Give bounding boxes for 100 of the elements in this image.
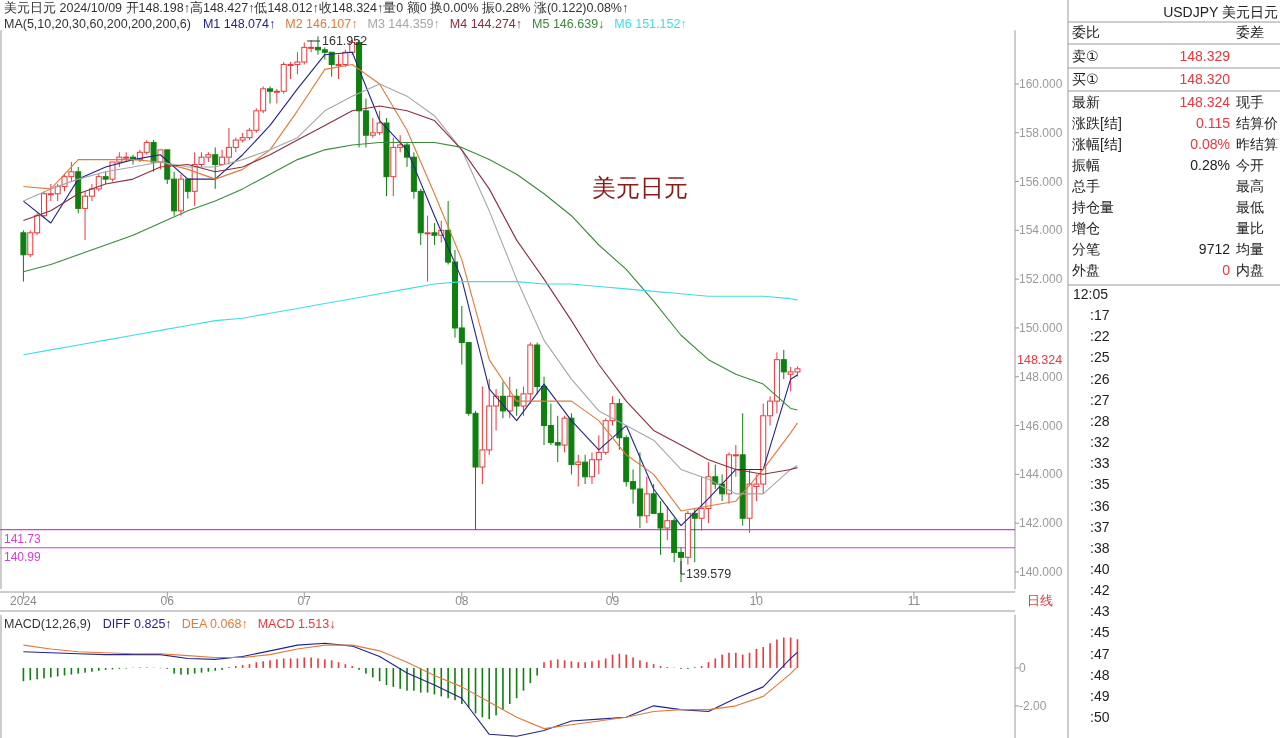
- xtick: 11: [907, 594, 921, 608]
- cell: 卖①: [1072, 48, 1099, 64]
- time: 12:05: [1073, 286, 1109, 302]
- legend-title: MACD(12,26,9): [4, 617, 91, 631]
- ytick: 146.000: [1019, 418, 1063, 433]
- candlestick: [643, 476, 650, 524]
- cell: 涨幅[结]: [1072, 136, 1122, 152]
- candlestick: [431, 222, 438, 246]
- legend: M5 146.639↓: [532, 17, 605, 31]
- time: :32: [1090, 434, 1110, 451]
- cell: 振幅: [1072, 157, 1100, 173]
- cell: 现手: [1236, 94, 1264, 110]
- candlestick: [684, 510, 691, 566]
- ytick: 150.000: [1019, 320, 1063, 335]
- ytick: 142.000: [1019, 516, 1063, 531]
- annotation: 139.579: [680, 560, 732, 581]
- legend: MACD 1.513↓: [257, 617, 336, 631]
- candlestick: [267, 85, 274, 104]
- ref-label: 141.73: [4, 531, 41, 546]
- time: :45: [1090, 624, 1110, 641]
- time: :36: [1090, 497, 1110, 514]
- candlestick: [20, 229, 27, 283]
- time: :40: [1090, 560, 1110, 577]
- time: :49: [1090, 687, 1110, 704]
- candlestick: [568, 412, 575, 475]
- time: :50: [1090, 709, 1110, 725]
- title: 美元日元 2024/10/09 开148.198↑高148.427↑低148.012↑收148.324↑量0 额0 换0.00% 振0.28% 涨(0.122)0.08%↑: [4, 1, 629, 15]
- time: :43: [1090, 603, 1110, 620]
- cell: 0.115: [1196, 115, 1230, 131]
- cell: 最高: [1236, 178, 1264, 194]
- ytick: 148.000: [1019, 369, 1063, 384]
- legend: DIFF 0.825↑: [102, 617, 172, 631]
- ytick: 160.000: [1019, 76, 1063, 91]
- candlestick: [177, 173, 184, 217]
- candlestick: [739, 412, 746, 527]
- ref-label: 140.99: [4, 549, 41, 564]
- ytick: 158.000: [1019, 125, 1063, 140]
- cell: 今开: [1236, 157, 1264, 173]
- candlestick: [212, 146, 219, 190]
- cell: 总手: [1072, 178, 1100, 194]
- xtick: 09: [605, 594, 620, 608]
- cell: 最低: [1236, 199, 1264, 215]
- xtick: 08: [455, 594, 469, 608]
- time: :42: [1090, 582, 1110, 599]
- time: :35: [1090, 476, 1110, 493]
- annotation: 美元日元: [592, 174, 688, 201]
- cell: 9712: [1198, 241, 1230, 257]
- legend: DEA 0.068↑: [181, 617, 248, 631]
- time: :37: [1090, 518, 1110, 535]
- ytick: 156.000: [1019, 174, 1063, 189]
- annotation: 148.324: [1017, 353, 1063, 367]
- time: :25: [1090, 349, 1110, 366]
- ytick: -2.00: [1019, 698, 1047, 713]
- cell: 结算价: [1236, 115, 1278, 131]
- xtick: 06: [160, 594, 174, 608]
- annotation: 日线: [1027, 593, 1053, 608]
- time: :28: [1090, 412, 1110, 429]
- candlestick: [582, 454, 589, 485]
- ytick: 144.000: [1019, 467, 1063, 482]
- time: :26: [1090, 370, 1110, 387]
- candlestick: [424, 215, 431, 283]
- legend: M4 144.274↑: [449, 17, 523, 31]
- time: :33: [1090, 455, 1110, 472]
- time: :22: [1090, 328, 1110, 345]
- ytick: 140.000: [1019, 564, 1063, 579]
- time: :17: [1090, 307, 1110, 324]
- title: USDJPY 美元日元: [1163, 4, 1278, 20]
- cell: 148.329: [1179, 48, 1230, 64]
- cell: 分笔: [1072, 241, 1100, 257]
- xtick: 10: [749, 594, 764, 608]
- cell: 昨结算: [1236, 136, 1278, 152]
- cell: 内盘: [1236, 262, 1264, 278]
- ytick: 152.000: [1019, 272, 1063, 287]
- cell: 均量: [1236, 241, 1264, 257]
- ytick: 154.000: [1019, 223, 1063, 238]
- time: :27: [1090, 391, 1110, 408]
- time: :48: [1090, 666, 1110, 683]
- cell: 0: [1222, 262, 1230, 278]
- cell: 外盘: [1072, 262, 1100, 278]
- annotation: 139.579: [686, 567, 732, 581]
- cell: 委比: [1072, 24, 1100, 40]
- legend: M2 146.107↑: [285, 17, 358, 31]
- annotation: 161.952: [306, 34, 368, 48]
- legend: M1 148.074↑: [202, 17, 276, 31]
- ytick: 0: [1019, 660, 1026, 675]
- time: :38: [1090, 539, 1110, 556]
- cell: 0.28%: [1190, 157, 1230, 173]
- xtick: 2024: [10, 594, 37, 608]
- cell: 增仓: [1072, 220, 1100, 236]
- cell: 涨跌[结]: [1072, 115, 1122, 131]
- cell: 量比: [1236, 220, 1264, 236]
- cell: 0.08%: [1190, 136, 1230, 152]
- cell: 148.320: [1179, 71, 1230, 87]
- cell: 最新: [1072, 94, 1100, 110]
- cell: 148.324: [1179, 94, 1230, 110]
- cell: 委差: [1236, 24, 1264, 40]
- legend-title: MA(5,10,20,30,60,200,200,200,6): [4, 17, 191, 31]
- xtick: 07: [297, 594, 311, 608]
- legend: M3 144.359↑: [367, 17, 440, 31]
- annotation: 161.952: [322, 34, 368, 48]
